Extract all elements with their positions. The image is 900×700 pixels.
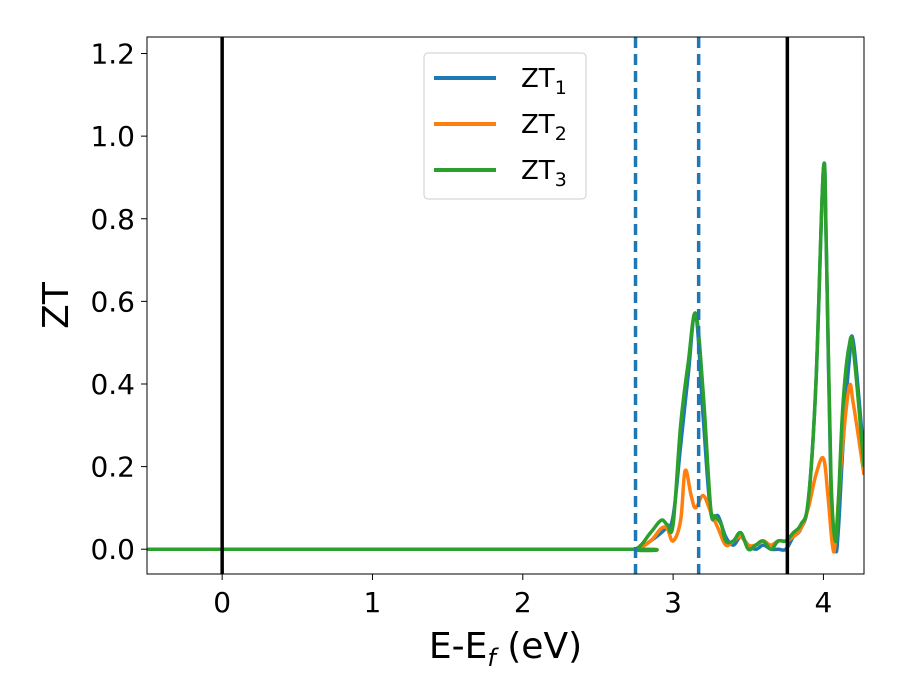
legend: ZT1 ZT2 ZT3: [423, 52, 587, 200]
legend-label-2: ZT2: [521, 110, 567, 145]
x-axis-label: E-Ef (eV): [429, 626, 582, 672]
y-tick-label: 1.2: [90, 38, 135, 71]
vlines-layer: [220, 37, 790, 574]
series-line-1: [147, 161, 864, 554]
x-tick-label: 0: [213, 586, 231, 619]
plot-frame: [146, 36, 865, 575]
x-axis-label-main: E-E: [429, 626, 487, 667]
y-tick-label: 1.0: [90, 120, 135, 153]
y-axis-label: ZT: [36, 281, 77, 329]
y-tick-label: 0.2: [90, 451, 135, 484]
y-tick-label: 0.8: [90, 203, 135, 236]
y-tick-label: 0.0: [90, 533, 135, 566]
x-tick-label: 3: [664, 586, 682, 619]
x-tick-label: 2: [514, 586, 532, 619]
series-line-2: [147, 382, 864, 554]
y-tick-label: 0.6: [90, 285, 135, 318]
series-line-3: [147, 161, 864, 553]
lines-layer: [147, 161, 864, 554]
ticks-layer: 0 1 2 3 4 0.0 0.2 0.4 0.6 0.8 1.0 1.2: [90, 38, 832, 619]
x-tick-label: 1: [364, 586, 382, 619]
y-tick-label: 0.4: [90, 368, 135, 401]
legend-label-3: ZT3: [521, 156, 567, 191]
x-tick-label: 4: [815, 586, 833, 619]
x-axis-label-unit: (eV): [496, 626, 582, 667]
legend-label-1: ZT1: [521, 64, 567, 99]
legend-box: [423, 52, 587, 200]
